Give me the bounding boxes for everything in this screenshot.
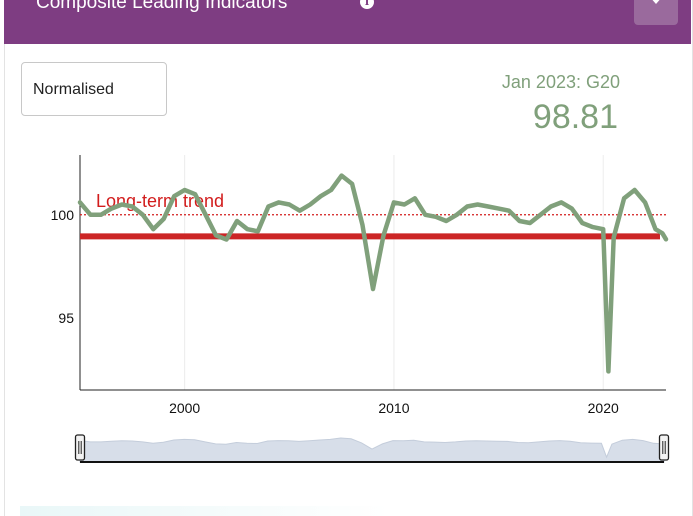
data-point [382, 234, 385, 236]
data-point [498, 208, 500, 210]
data-point [623, 197, 625, 199]
data-point [288, 203, 290, 206]
data-point [194, 193, 196, 195]
x-tick-label: 2010 [378, 400, 409, 416]
data-point [613, 236, 615, 239]
data-point [205, 214, 207, 216]
data-point [445, 220, 447, 222]
data-point [225, 238, 228, 241]
data-point [661, 232, 664, 234]
data-point [267, 205, 269, 208]
data-point [215, 234, 217, 236]
navigator-handle[interactable] [74, 434, 86, 461]
x-tick-label: 2020 [588, 400, 619, 416]
chart-grid [184, 155, 604, 390]
data-point [592, 226, 594, 228]
data-point [372, 288, 374, 290]
data-point [173, 195, 175, 197]
panel-title: Composite Leading Indicators [36, 0, 288, 13]
data-point [477, 203, 479, 206]
data-point [414, 197, 416, 199]
data-point [456, 214, 458, 216]
navigator-handle[interactable] [658, 434, 670, 461]
chart-axes: 2000 2010 2020 100 95 [51, 155, 666, 416]
navigator-series [79, 437, 665, 463]
normalisation-select[interactable]: Normalised [21, 62, 167, 116]
data-point [142, 214, 144, 216]
data-point [309, 203, 311, 206]
data-point [361, 224, 364, 226]
data-point [518, 220, 521, 222]
series-layer [77, 173, 669, 374]
data-point [665, 238, 667, 240]
data-point [602, 228, 604, 230]
latest-value: 98.81 [532, 98, 618, 136]
info-icon[interactable]: i [360, 0, 374, 9]
x-tick-label: 2000 [169, 400, 200, 416]
data-point [79, 201, 81, 203]
normalisation-select-value: Normalised [33, 81, 114, 98]
data-point [341, 175, 343, 177]
data-point [550, 205, 552, 208]
data-point [539, 214, 542, 216]
data-point [393, 201, 395, 203]
data-point [351, 183, 353, 185]
reference-lines: Long-term trend [80, 191, 666, 240]
data-point [581, 222, 583, 224]
latest-value-label: Jan 2023: G20 [501, 72, 620, 92]
data-point [184, 189, 186, 191]
data-point [257, 230, 259, 232]
data-point [100, 214, 102, 216]
y-tick-label: 95 [58, 310, 74, 326]
data-point [560, 201, 563, 203]
data-point [529, 222, 531, 224]
panel-header: Composite Leading Indicators i [4, 0, 691, 44]
data-point [435, 216, 437, 218]
data-point [466, 205, 468, 208]
data-point [644, 201, 646, 203]
y-tick-label: 100 [51, 207, 75, 223]
data-point [278, 201, 280, 203]
data-point [330, 189, 332, 191]
data-point [320, 195, 322, 197]
data-point [121, 203, 123, 206]
data-point [163, 218, 165, 220]
data-point [508, 210, 510, 212]
series-line [77, 173, 669, 374]
data-point [236, 220, 238, 222]
data-point [246, 228, 248, 230]
data-point [654, 228, 657, 230]
data-point [110, 208, 112, 210]
data-point [299, 210, 301, 212]
chevron-down-icon [649, 0, 663, 4]
data-point [634, 189, 636, 191]
panel-menu-button[interactable] [634, 0, 678, 25]
data-point [607, 370, 610, 372]
data-point [152, 228, 154, 230]
data-point [89, 214, 92, 216]
data-point [403, 203, 405, 206]
data-point [424, 214, 426, 216]
footer-fade [20, 506, 390, 516]
data-point [131, 205, 133, 208]
data-point [487, 205, 489, 208]
range-navigator[interactable] [74, 434, 670, 463]
data-point [571, 208, 573, 210]
